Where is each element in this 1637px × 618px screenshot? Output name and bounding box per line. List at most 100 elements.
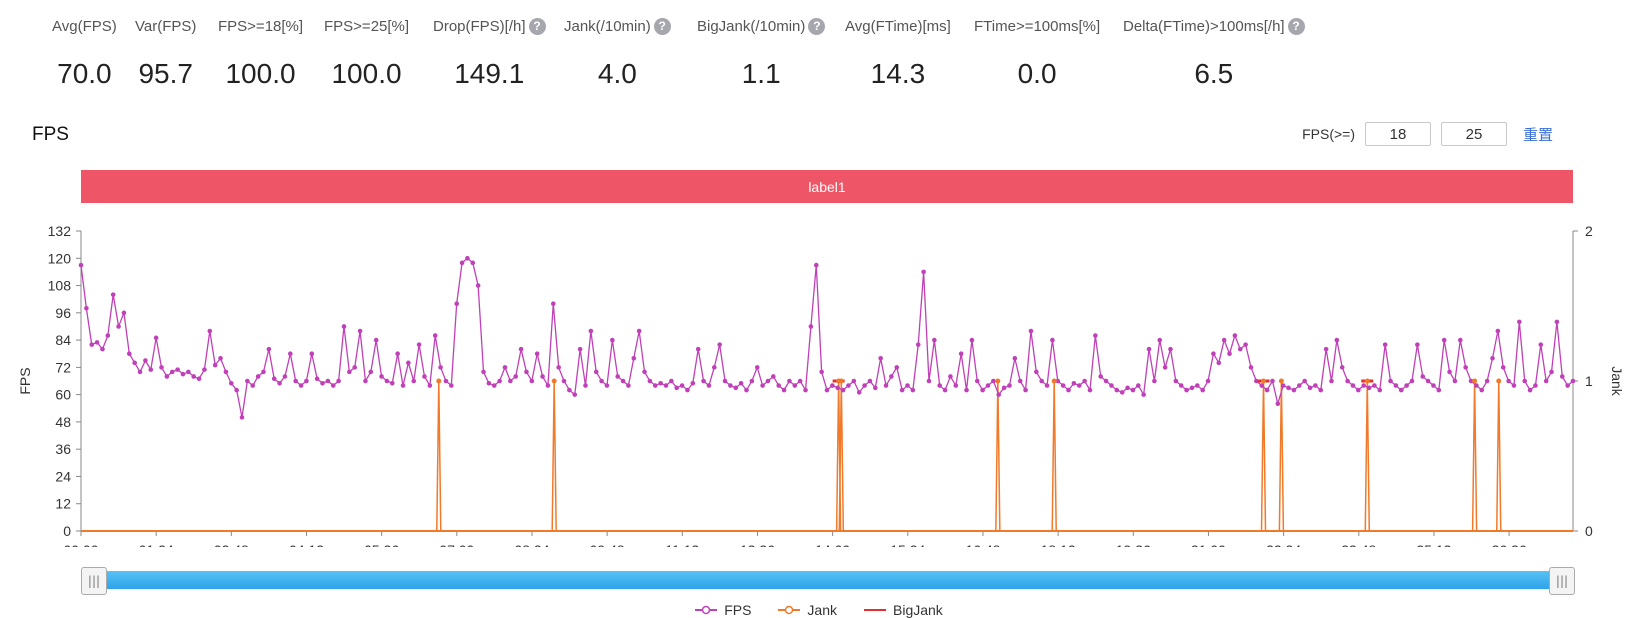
fps-point	[1216, 360, 1222, 366]
label-band[interactable]: label1	[81, 170, 1573, 203]
fps-point	[717, 342, 722, 347]
fps-point	[1350, 383, 1356, 388]
fps-point	[1452, 378, 1458, 384]
fps-point	[663, 383, 669, 388]
fps-point	[1436, 387, 1442, 393]
fps-point	[1329, 378, 1334, 384]
stat-label-text: Delta(FTime)>100ms[/h]	[1123, 17, 1285, 35]
legend-item-jank[interactable]: Jank	[777, 602, 837, 618]
fps-point	[1039, 378, 1044, 384]
fps-point	[1066, 387, 1071, 393]
fps-point	[1409, 378, 1415, 384]
stat-value: 14.3	[870, 58, 926, 89]
fps-point	[1420, 374, 1426, 379]
fps-point	[996, 392, 1002, 397]
stat-value: 1.1	[741, 58, 781, 89]
fps-point	[1527, 387, 1533, 393]
fps-point	[1146, 346, 1152, 352]
y-tick-label: 48	[55, 414, 71, 430]
fps-point	[475, 283, 481, 288]
stat-value: 95.7	[138, 58, 193, 89]
fps-point	[465, 255, 470, 261]
fps-threshold-input-2[interactable]	[1441, 122, 1507, 146]
section-title: FPS	[32, 124, 69, 145]
fps-point	[1431, 383, 1436, 388]
fps-point	[1076, 383, 1082, 388]
help-icon[interactable]: ?	[653, 17, 671, 35]
x-tick-label: 22:24	[1266, 542, 1301, 547]
fps-threshold-input-1[interactable]	[1365, 122, 1431, 146]
fps-point	[969, 337, 975, 343]
fps-point	[1259, 383, 1265, 388]
label-band-text: label1	[808, 178, 846, 195]
fps-point	[395, 351, 400, 357]
stat-label: Drop(FPS)[/h]?	[433, 16, 546, 36]
fps-point	[1189, 385, 1195, 391]
stat-label: FTime>=100ms[%]	[974, 16, 1100, 36]
fps-point	[813, 262, 819, 268]
x-tick-label: 05:36	[364, 542, 399, 547]
fps-point	[1001, 385, 1007, 391]
help-icon[interactable]: ?	[808, 17, 826, 35]
reset-button[interactable]: 重置	[1522, 127, 1553, 144]
stat-value: 100.0	[331, 58, 402, 89]
fps-chart[interactable]: 0122436486072849610812013201200:0001:240…	[0, 212, 1637, 547]
stat-label-text: FPS>=18[%]	[218, 17, 304, 35]
fps-point	[1012, 355, 1018, 361]
fps-point	[1173, 378, 1179, 384]
fps-point	[711, 365, 717, 370]
fps-point	[776, 383, 781, 388]
zoom-slider-track[interactable]	[81, 571, 1573, 589]
fps-point	[905, 383, 910, 388]
x-tick-label: 26:36	[1492, 542, 1527, 547]
fps-point	[89, 342, 95, 347]
fps-point	[1232, 333, 1238, 338]
fps-point	[352, 365, 358, 370]
fps-point	[1211, 351, 1216, 357]
jank-spike	[1496, 380, 1502, 532]
fps-point	[1372, 383, 1377, 388]
zoom-slider-handle-right[interactable]: |||	[1549, 567, 1575, 595]
jank-point	[1278, 378, 1284, 384]
fps-point	[1543, 378, 1549, 384]
legend-item-fps[interactable]: FPS	[694, 602, 751, 618]
fps-point	[411, 378, 417, 384]
fps-point	[379, 374, 384, 379]
fps-point	[1007, 383, 1012, 388]
stat-7: Avg(FTime)[ms] 14.3	[845, 16, 951, 90]
fps-point	[1495, 328, 1501, 334]
fps-point	[674, 385, 680, 391]
stat-label-text: Jank(/10min)	[564, 17, 651, 35]
fps-point	[631, 355, 637, 361]
fps-point	[851, 378, 857, 384]
fps-point	[948, 374, 953, 379]
help-icon[interactable]: ?	[1287, 17, 1305, 35]
fps-point	[502, 365, 508, 370]
help-icon[interactable]: ?	[528, 17, 546, 35]
stat-4: Drop(FPS)[/h]? 149.1	[433, 16, 546, 90]
fps-point	[899, 387, 905, 393]
fps-point	[175, 367, 180, 372]
fps-point	[915, 342, 921, 347]
fps-point	[894, 365, 900, 370]
fps-point	[1345, 378, 1350, 384]
fps-point	[873, 385, 878, 391]
fps-point	[228, 380, 234, 386]
fps-point	[937, 383, 943, 388]
fps-point	[1425, 378, 1431, 384]
fps-point	[728, 383, 733, 388]
x-tick-label: 00:00	[63, 542, 98, 547]
stat-label-text: BigJank(/10min)	[697, 17, 806, 35]
fps-point	[658, 380, 663, 386]
fps-point	[840, 387, 846, 393]
jank-point	[1496, 378, 1502, 384]
fps-point	[368, 369, 374, 375]
fps-point	[599, 378, 604, 384]
legend-item-bigjank[interactable]: BigJank	[863, 602, 943, 618]
fps-point	[443, 378, 449, 384]
zoom-slider-handle-left[interactable]: |||	[81, 567, 107, 595]
fps-point	[1554, 319, 1560, 325]
fps-point	[373, 337, 379, 343]
stats-bar: Avg(FPS) 70.0 Var(FPS) 95.7 FPS>=18[%] 100.0 F…	[0, 0, 1637, 110]
fps-point	[84, 305, 89, 311]
